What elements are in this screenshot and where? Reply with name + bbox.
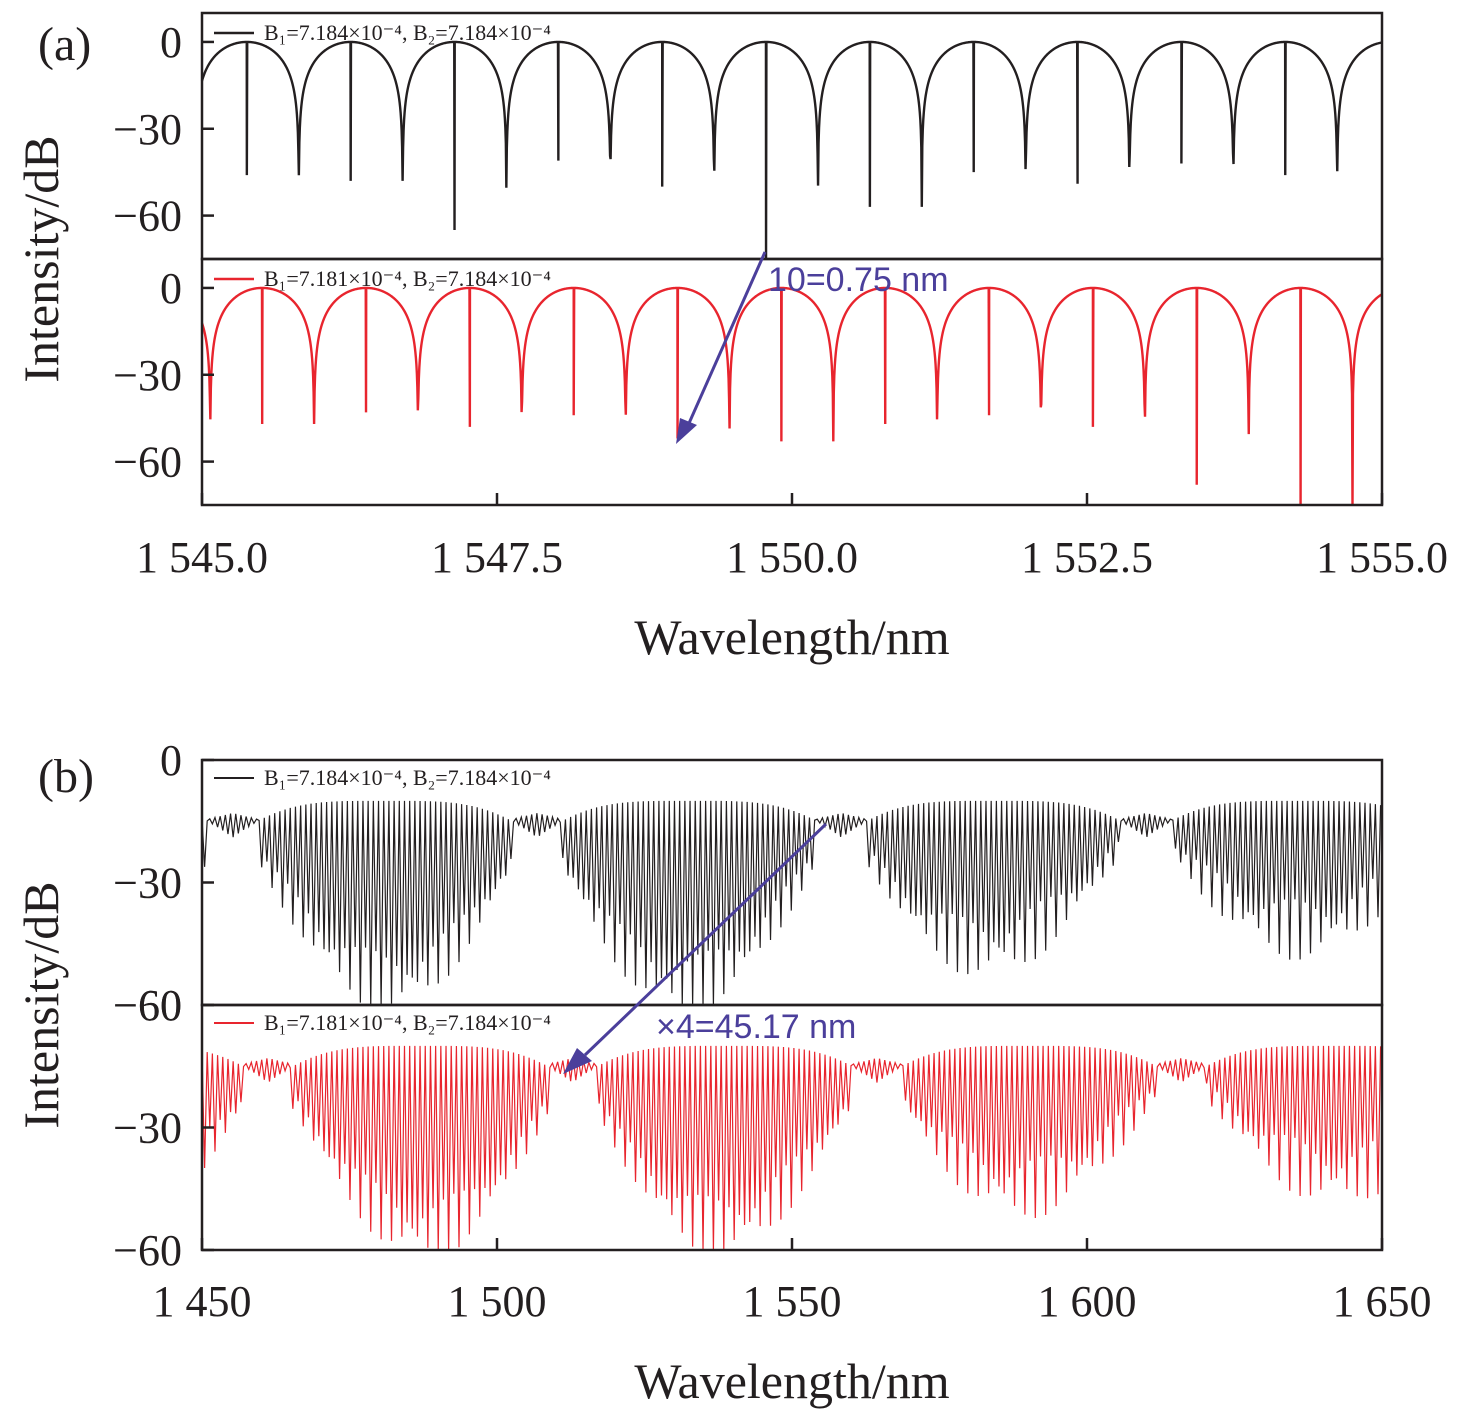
panel-b-label: (b) <box>38 750 94 803</box>
panel-a-top-y-ticks: 0 −30 −60 <box>113 18 214 241</box>
panel-a-bottom-legend-label: B₁=7.181×10⁻⁴, B₂=7.184×10⁻⁴ <box>264 266 551 291</box>
panel-b-annotation-arrow <box>583 822 828 1057</box>
panel-a-bottom-plot: 0 −30 −60 B₁=7.181×10⁻⁴, B₂=7.184×10⁻⁴ <box>113 257 1384 507</box>
panel-b-x-ticks: 1 450 1 500 1 550 1 600 1 650 <box>153 1238 1432 1326</box>
panel-b-bottom-series-line <box>201 1045 1382 1251</box>
x-tick-label: 1 500 <box>448 1277 547 1326</box>
panel-a-annotation-text: 10=0.75 nm <box>768 261 949 299</box>
x-tick-label: 1 555.0 <box>1316 533 1448 582</box>
panel-a-bottom-legend: B₁=7.181×10⁻⁴, B₂=7.184×10⁻⁴ <box>214 266 551 291</box>
panel-b-y-axis-label: Intensity/dB <box>13 881 69 1128</box>
panel-a-y-axis-label: Intensity/dB <box>13 135 69 382</box>
x-tick-label: 1 550 <box>743 1277 842 1326</box>
x-tick-label: 1 545.0 <box>136 533 268 582</box>
panel-b-bottom-legend-label: B₁=7.181×10⁻⁴, B₂=7.184×10⁻⁴ <box>264 1010 551 1035</box>
panel-b-annotation: ×4=45.17 nm <box>563 822 856 1074</box>
panel-b-top-series-line <box>201 800 1382 1006</box>
panel-a-label: (a) <box>38 18 91 71</box>
panel-b-bottom-y-ticks: −60 −30 −60 <box>113 981 214 1275</box>
panel-b-top-legend: B₁=7.184×10⁻⁴, B₂=7.184×10⁻⁴ <box>214 765 551 790</box>
panel-a-x-ticks: 1 545.0 1 547.5 1 550.0 1 552.5 1 555.0 <box>136 493 1448 582</box>
y-tick-label: −60 <box>113 1226 182 1275</box>
panel-b-x-axis-label: Wavelength/nm <box>634 1353 949 1409</box>
x-tick-label: 1 650 <box>1333 1277 1432 1326</box>
y-tick-label: −30 <box>113 351 182 400</box>
panel-a-top-legend-label: B₁=7.184×10⁻⁴, B₂=7.184×10⁻⁴ <box>264 20 551 45</box>
y-tick-label: −60 <box>113 981 182 1030</box>
panel-a-x-axis-label: Wavelength/nm <box>634 609 949 665</box>
panel-b-annotation-arrowhead <box>563 1048 592 1074</box>
panel-b-top-legend-label: B₁=7.184×10⁻⁴, B₂=7.184×10⁻⁴ <box>264 765 551 790</box>
y-tick-label: −60 <box>113 192 182 241</box>
x-tick-label: 1 550.0 <box>726 533 858 582</box>
panel-a-bottom-y-ticks: 0 −30 −60 <box>113 264 214 487</box>
panel-a-top-plot: 0 −30 −60 B₁=7.184×10⁻⁴, B₂=7.184×10⁻⁴ <box>113 11 1384 261</box>
panel-a-top-series-line <box>200 40 1383 260</box>
x-tick-label: 1 552.5 <box>1021 533 1153 582</box>
panel-a-annotation-arrow <box>684 251 767 431</box>
panel-b-top-y-ticks: 0 −30 −60 <box>113 736 214 1030</box>
y-tick-label: −60 <box>113 438 182 487</box>
y-tick-label: 0 <box>160 736 182 785</box>
y-tick-label: −60 <box>113 981 182 1030</box>
panel-a-annotation: 10=0.75 nm <box>676 251 949 444</box>
x-tick-label: 1 547.5 <box>431 533 563 582</box>
panel-a-bottom-series-line <box>200 286 1383 506</box>
y-tick-label: −30 <box>113 1104 182 1153</box>
panel-b: (b) 0 −30 −60 B₁=7.184×10⁻⁴, B₂=7.184×10⁻⁴… <box>13 736 1432 1409</box>
x-tick-label: 1 600 <box>1038 1277 1137 1326</box>
panel-b-top-plot: 0 −30 −60 B₁=7.184×10⁻⁴, B₂=7.184×10⁻⁴ <box>113 736 1384 1030</box>
panel-a-annotation-arrowhead <box>676 418 697 444</box>
panel-b-bottom-plot: −60 −30 −60 B₁=7.181×10⁻⁴, B₂=7.184×10⁻⁴ <box>113 981 1384 1275</box>
y-tick-label: 0 <box>160 264 182 313</box>
x-tick-label: 1 450 <box>153 1277 252 1326</box>
y-tick-label: 0 <box>160 18 182 67</box>
panel-a-top-legend: B₁=7.184×10⁻⁴, B₂=7.184×10⁻⁴ <box>214 20 551 45</box>
panel-a: (a) 0 −30 −60 B₁=7.184×10⁻⁴, B₂=7.184×10⁻⁴… <box>13 11 1448 665</box>
panel-b-annotation-text: ×4=45.17 nm <box>656 1008 856 1046</box>
y-tick-label: −30 <box>113 859 182 908</box>
y-tick-label: −30 <box>113 105 182 154</box>
panel-b-bottom-legend: B₁=7.181×10⁻⁴, B₂=7.184×10⁻⁴ <box>214 1010 551 1035</box>
